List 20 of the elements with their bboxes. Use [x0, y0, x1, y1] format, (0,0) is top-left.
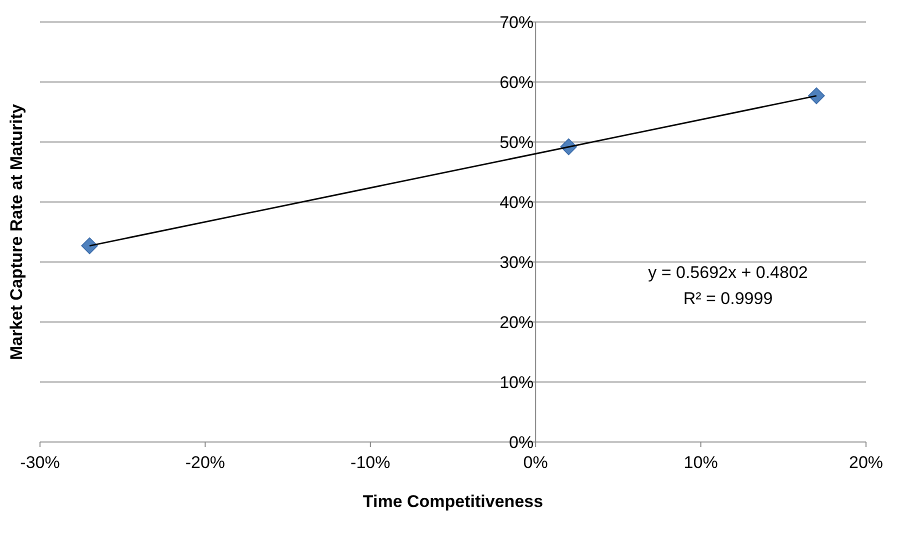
x-tick-label: -10%: [350, 453, 390, 472]
y-tick-label: 70%: [500, 12, 534, 32]
y-tick-label: 20%: [500, 312, 534, 332]
x-tick-label: -30%: [20, 453, 60, 472]
y-tick-label: 30%: [500, 252, 534, 272]
x-tick-label: 0%: [523, 453, 548, 472]
x-tick-label: 20%: [848, 453, 884, 472]
y-tick-label: 60%: [500, 72, 534, 92]
x-axis-title: Time Competitiveness: [362, 492, 544, 511]
annotation: R² = 0.9999: [683, 289, 773, 308]
point: [808, 87, 825, 104]
point: [81, 237, 98, 254]
y-tick-label: 0%: [509, 432, 534, 452]
annotation: y = 0.5692x + 0.4802: [648, 263, 808, 282]
x-tick-label: -20%: [185, 453, 226, 472]
y-tick-label: 40%: [500, 192, 534, 212]
y-tick-label: 50%: [500, 132, 534, 152]
x-tick-label: 10%: [684, 453, 718, 472]
y-axis-title: Market Capture Rate at Maturity: [7, 103, 26, 360]
y-tick-label: 10%: [500, 372, 534, 392]
